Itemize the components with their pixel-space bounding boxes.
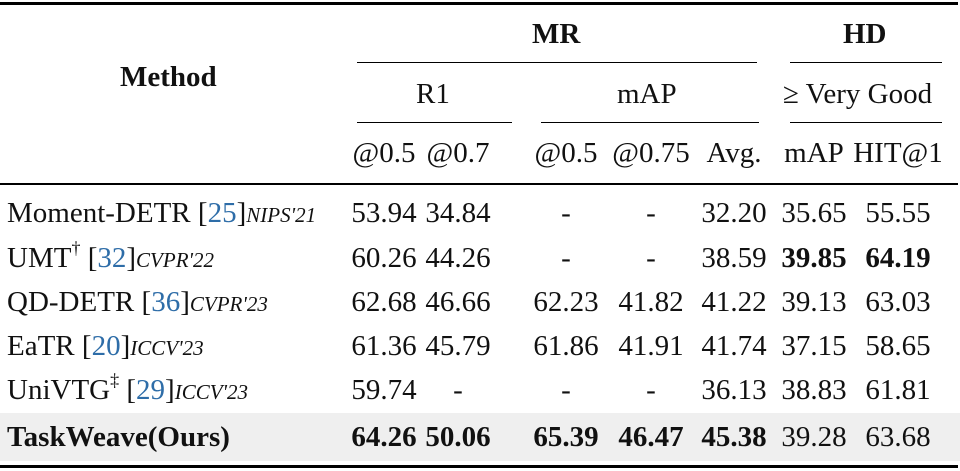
vg-sub-rule [790,122,942,124]
value-cell: - [646,242,656,274]
value-cell: 46.47 [618,421,684,453]
value-cell: 58.65 [865,330,931,362]
venue-label: ICCV'23 [130,336,204,360]
hd-group-rule [790,62,942,64]
value-cell: 64.26 [351,421,417,453]
value-cell: 41.74 [701,330,767,362]
value-cell: 61.36 [351,330,417,362]
table-row: EaTR [20]ICCV'23 61.36 45.79 61.86 41.91 41.7… [0,324,960,368]
value-cell: 38.83 [781,374,847,406]
hd-group-header: HD [843,18,887,50]
value-cell: 61.81 [865,374,931,406]
value-cell: 34.84 [425,197,491,229]
value-cell: 37.15 [781,330,847,362]
method-name-cell: EaTR [20]ICCV'23 [7,330,204,362]
value-cell: 38.59 [701,242,767,274]
table-row: TaskWeave(Ours) 64.26 50.06 65.39 46.47 45.38… [0,413,960,461]
method-superscript: † [71,238,81,259]
value-cell: 63.68 [865,421,931,453]
header-bottom-rule [0,183,958,185]
r1-subheader: R1 [416,78,450,110]
column-header: HIT@1 [853,137,943,169]
citation-link[interactable]: 25 [207,197,237,229]
method-name: UMT [7,242,72,274]
method-name: QD-DETR [7,286,135,318]
mr-group-rule [357,62,757,64]
value-cell: 62.23 [533,286,599,318]
method-superscript: ‡ [110,370,120,391]
column-header: @0.5 [534,137,598,169]
method-name-cell: QD-DETR [36]CVPR'23 [7,286,268,318]
value-cell: 41.91 [618,330,684,362]
table-row: UniVTG‡ [29]ICCV'23 59.74 - - - 36.13 38.83 61.… [0,368,960,412]
value-cell: 39.13 [781,286,847,318]
method-name: TaskWeave(Ours) [7,421,230,453]
value-cell: - [561,197,571,229]
value-cell: 65.39 [533,421,599,453]
method-name-cell: UniVTG‡ [29]ICCV'23 [7,370,249,406]
citation-link[interactable]: 20 [91,330,121,362]
value-cell: 46.66 [425,286,491,318]
value-cell: 39.85 [781,242,847,274]
method-name-cell: UMT† [32]CVPR'22 [7,238,215,274]
table-row: Moment-DETR [25]NIPS'21 53.94 34.84 - - 32.20… [0,191,960,235]
table-row: UMT† [32]CVPR'22 60.26 44.26 - - 38.59 39.85 64… [0,236,960,280]
value-cell: 35.65 [781,197,847,229]
value-cell: 59.74 [351,374,417,406]
method-name: UniVTG [7,374,111,406]
very-good-subheader: ≥ Very Good [783,78,933,110]
value-cell: 64.19 [865,242,931,274]
table-row: QD-DETR [36]CVPR'23 62.68 46.66 62.23 41.82 4… [0,280,960,324]
value-cell: 61.86 [533,330,599,362]
value-cell: - [646,374,656,406]
top-rule [0,2,958,5]
method-name-cell: Moment-DETR [25]NIPS'21 [7,197,317,229]
value-cell: 45.38 [701,421,767,453]
venue-label: ICCV'23 [174,380,249,404]
column-header: @0.7 [426,137,490,169]
value-cell: 53.94 [351,197,417,229]
venue-label: NIPS'21 [246,203,317,227]
venue-label: CVPR'23 [189,292,268,316]
citation-link[interactable]: 32 [97,242,127,274]
value-cell: 41.22 [701,286,767,318]
column-header: Avg. [706,137,762,169]
column-header: @0.75 [612,137,690,169]
value-cell: 32.20 [701,197,767,229]
value-cell: - [453,374,463,406]
value-cell: 63.03 [865,286,931,318]
value-cell: - [561,242,571,274]
map-subheader: mAP [617,78,677,110]
value-cell: 60.26 [351,242,417,274]
r1-sub-rule [357,122,512,124]
venue-label: CVPR'22 [136,248,215,272]
method-name-cell: TaskWeave(Ours) [7,415,230,459]
value-cell: 62.68 [351,286,417,318]
citation-link[interactable]: 29 [136,374,166,406]
method-name: EaTR [7,330,75,362]
column-header: mAP [784,137,844,169]
method-header: Method [120,61,217,93]
bottom-rule [0,465,958,468]
column-header: @0.5 [352,137,416,169]
map-sub-rule [541,122,759,124]
value-cell: 50.06 [425,421,491,453]
value-cell: - [646,197,656,229]
value-cell: 39.28 [781,421,847,453]
value-cell: - [561,374,571,406]
value-cell: 55.55 [865,197,931,229]
value-cell: 41.82 [618,286,684,318]
value-cell: 36.13 [701,374,767,406]
value-cell: 44.26 [425,242,491,274]
value-cell: 45.79 [425,330,491,362]
mr-group-header: MR [532,18,581,50]
citation-link[interactable]: 36 [151,286,181,318]
method-name: Moment-DETR [7,197,191,229]
